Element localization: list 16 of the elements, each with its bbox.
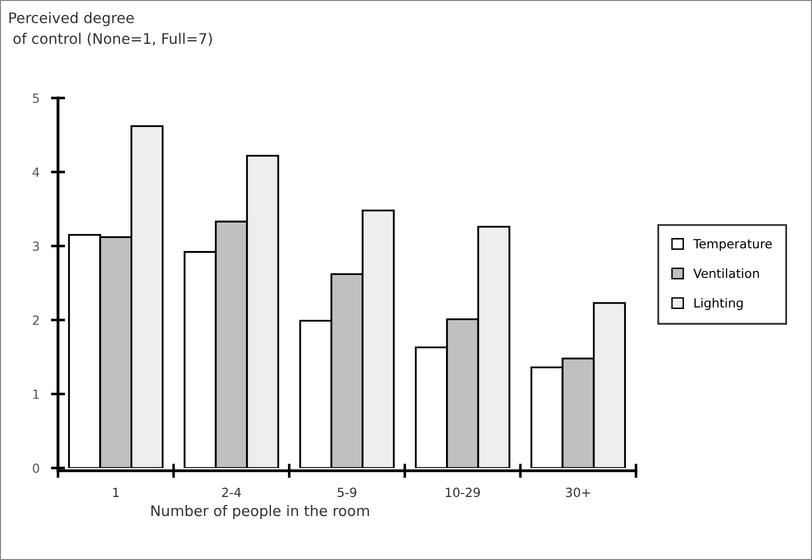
y-tick-label: 2	[32, 315, 39, 325]
y-tick-label: 0	[32, 463, 40, 473]
y-tick-label: 4	[32, 168, 40, 177]
legend-label: Temperature	[693, 239, 772, 251]
x-tick-label: 2-4	[222, 488, 241, 497]
x-tick-label: 1	[113, 488, 119, 497]
x-tick-label: 5-9	[338, 488, 356, 498]
y-tick-label: 5	[32, 94, 39, 103]
legend-label: Lighting	[694, 298, 743, 310]
x-tick-label: 10-29	[446, 488, 480, 498]
x-axis-title: Number of people in the room	[151, 504, 369, 520]
y-tick-label: 3	[32, 241, 39, 251]
y-axis-title: Perceived degree of control (None=1, Full=7)	[9, 12, 212, 46]
x-tick-label: 30+	[566, 488, 590, 498]
y-tick-label: 1	[33, 390, 39, 399]
legend-label: Ventilation	[693, 268, 759, 278]
